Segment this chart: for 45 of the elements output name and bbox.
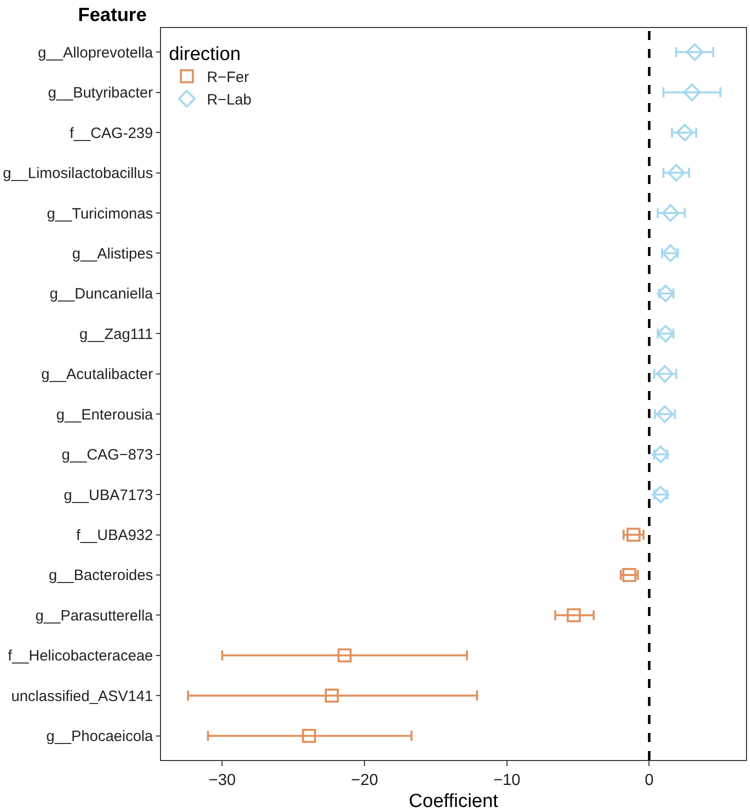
point bbox=[622, 568, 636, 582]
point bbox=[662, 244, 680, 262]
y-tick-label: f__Helicobacteraceae bbox=[8, 648, 153, 665]
x-tick-label: −10 bbox=[493, 772, 521, 790]
legend-label: R−Fer bbox=[206, 69, 249, 86]
legend-title: direction bbox=[168, 44, 241, 66]
point bbox=[338, 648, 352, 662]
x-tick-label: −30 bbox=[208, 772, 236, 790]
y-tick-label: g__Enterousia bbox=[56, 406, 154, 424]
y-tick-label: f__CAG-239 bbox=[70, 124, 153, 142]
y-tick-label: g__Limosilactobacillus bbox=[2, 165, 153, 182]
y-tick-label: g__Alloprevotella bbox=[38, 44, 154, 62]
point bbox=[656, 365, 674, 383]
y-axis-title: Feature bbox=[78, 5, 147, 26]
x-tick-label: 0 bbox=[644, 772, 654, 790]
y-tick-label: g__Turicimonas bbox=[46, 205, 153, 222]
y-tick-label: g__Acutalibacter bbox=[41, 366, 153, 384]
point bbox=[662, 204, 680, 222]
point bbox=[656, 284, 674, 302]
y-tick-label: g__UBA7173 bbox=[64, 486, 153, 504]
y-tick-label: f__UBA932 bbox=[76, 527, 153, 544]
point bbox=[656, 405, 674, 423]
y-tick-label: unclassified_ASV141 bbox=[11, 688, 153, 705]
point bbox=[686, 43, 704, 61]
point bbox=[676, 124, 694, 142]
x-tick-label: −20 bbox=[350, 772, 378, 790]
x-axis-title: Coefficient bbox=[408, 791, 499, 812]
y-tick-label: g__Alistipes bbox=[72, 245, 153, 262]
y-tick-label: g__Phocaeicola bbox=[46, 728, 154, 746]
legend-label: R−Lab bbox=[206, 92, 252, 109]
point bbox=[652, 486, 670, 504]
point bbox=[566, 608, 581, 622]
y-tick-label: g__Bacteroides bbox=[48, 567, 153, 584]
point bbox=[667, 164, 686, 182]
point bbox=[302, 728, 316, 743]
y-tick-label: g__Butyribacter bbox=[48, 84, 153, 102]
point bbox=[652, 446, 670, 464]
point bbox=[656, 324, 674, 342]
y-tick-label: g__Parasutterella bbox=[35, 607, 154, 624]
y-tick-label: g__Zag111 bbox=[79, 326, 153, 343]
point bbox=[626, 528, 641, 542]
y-tick-label: g__Duncaniella bbox=[50, 286, 154, 303]
point bbox=[324, 688, 339, 703]
point bbox=[683, 84, 701, 102]
y-tick-label: g__CAG−873 bbox=[62, 446, 153, 464]
